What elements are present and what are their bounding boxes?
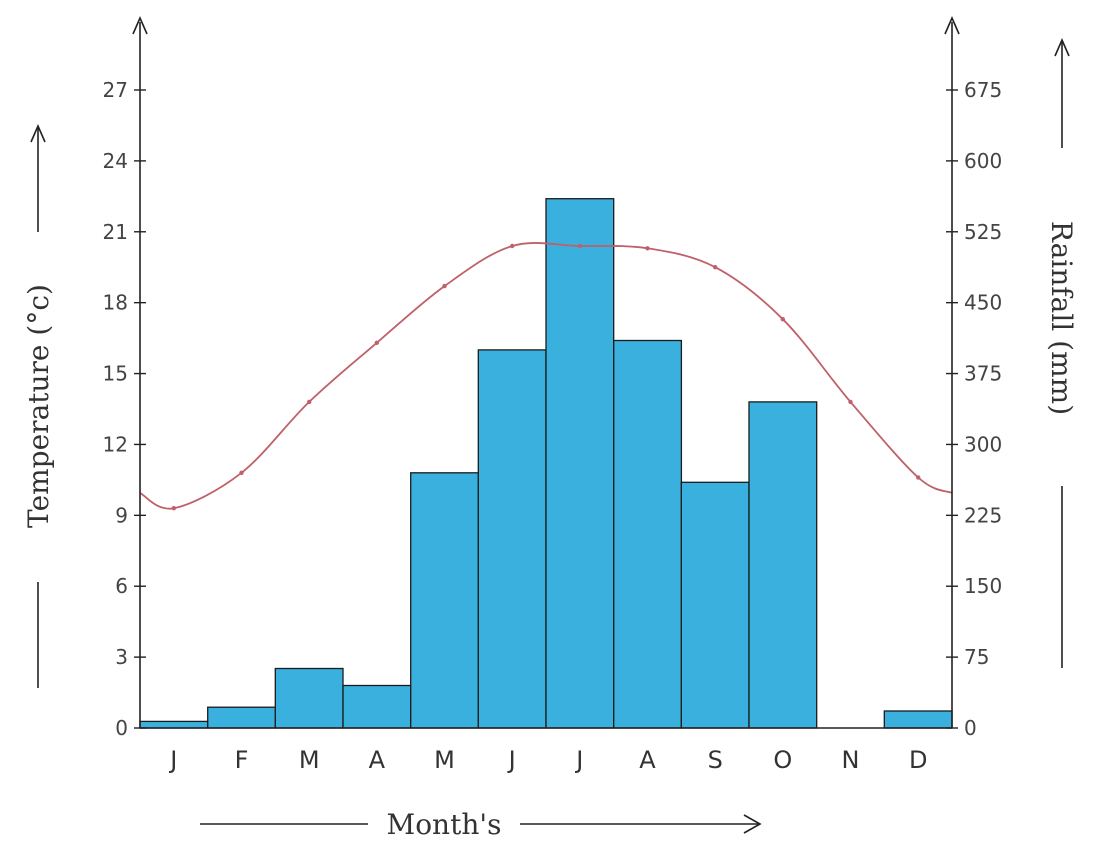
x-axis-title: Month's bbox=[387, 808, 502, 841]
temperature-line-group bbox=[139, 242, 953, 511]
right-tick-label: 525 bbox=[964, 220, 1002, 244]
month-label: J bbox=[168, 746, 177, 774]
temperature-point bbox=[848, 399, 853, 405]
left-tick-label: 0 bbox=[115, 716, 128, 740]
temperature-point bbox=[916, 475, 921, 480]
right-axis-arrow-icon bbox=[944, 16, 960, 35]
right-axis-title-group: Rainfall (mm) bbox=[1045, 38, 1078, 668]
month-label: J bbox=[507, 746, 516, 774]
left-tick-label: 9 bbox=[115, 503, 128, 527]
temperature-point bbox=[171, 506, 176, 511]
axes bbox=[132, 16, 960, 729]
left-tick-label: 24 bbox=[103, 149, 128, 173]
right-tick-label: 75 bbox=[964, 645, 989, 669]
right-tick-label: 225 bbox=[964, 503, 1002, 527]
left-tick-label: 3 bbox=[115, 645, 128, 669]
rainfall-bar bbox=[274, 667, 344, 729]
temperature-point bbox=[442, 283, 447, 289]
right-tick-label: 300 bbox=[964, 432, 1002, 456]
temperature-point bbox=[374, 340, 379, 345]
left-tick-label: 27 bbox=[103, 78, 128, 102]
right-axis-title: Rainfall (mm) bbox=[1045, 221, 1078, 415]
left-axis-title-group: Temperature (°c) bbox=[22, 124, 55, 688]
right-tick-label: 375 bbox=[964, 362, 1002, 386]
month-label: A bbox=[369, 746, 386, 774]
month-label: M bbox=[299, 746, 320, 774]
rainfall-bar bbox=[883, 710, 953, 729]
right-axis-ticks: 0 75 150 225 300 375 450 525 600 675 bbox=[946, 78, 1002, 740]
month-label: J bbox=[574, 746, 583, 774]
left-axis-title: Temperature (°c) bbox=[22, 284, 55, 528]
month-label: A bbox=[639, 746, 656, 774]
left-tick-label: 15 bbox=[103, 362, 128, 386]
temperature-point bbox=[307, 399, 312, 405]
month-label: F bbox=[235, 746, 249, 774]
right-title-arrow-icon bbox=[1054, 38, 1070, 57]
rainfall-bar bbox=[342, 684, 412, 729]
month-label: N bbox=[842, 746, 860, 774]
rainfall-bar bbox=[748, 401, 818, 729]
rainfall-bar bbox=[139, 720, 209, 729]
left-axis-ticks: 0 3 6 9 12 15 18 21 24 27 bbox=[103, 78, 146, 740]
left-tick-label: 21 bbox=[103, 220, 128, 244]
rainfall-bar bbox=[410, 472, 480, 729]
temperature-line bbox=[139, 242, 953, 510]
month-label: M bbox=[434, 746, 455, 774]
temperature-point bbox=[713, 265, 718, 270]
temperature-point bbox=[577, 243, 582, 249]
left-title-arrow-icon bbox=[30, 124, 46, 143]
right-tick-label: 675 bbox=[964, 78, 1002, 102]
left-tick-label: 6 bbox=[115, 574, 128, 598]
rainfall-bar bbox=[680, 481, 750, 729]
rainfall-bars bbox=[139, 198, 953, 729]
x-title-arrow-icon bbox=[743, 814, 762, 834]
right-tick-label: 0 bbox=[964, 716, 977, 740]
temperature-point bbox=[510, 243, 515, 249]
left-tick-label: 12 bbox=[103, 432, 128, 456]
temperature-point bbox=[780, 317, 785, 322]
month-label: D bbox=[909, 746, 927, 774]
rainfall-bar bbox=[207, 706, 277, 729]
rainfall-bar bbox=[477, 349, 547, 729]
right-tick-label: 600 bbox=[964, 149, 1002, 173]
month-label: S bbox=[708, 746, 723, 774]
left-axis-arrow-icon bbox=[132, 16, 148, 35]
month-label: O bbox=[773, 746, 792, 774]
rainfall-bar bbox=[545, 198, 615, 729]
left-tick-label: 18 bbox=[103, 291, 128, 315]
temperature-point bbox=[645, 246, 650, 251]
temperature-point bbox=[239, 470, 244, 475]
rainfall-bar bbox=[613, 339, 683, 729]
right-tick-label: 450 bbox=[964, 291, 1002, 315]
right-tick-label: 150 bbox=[964, 574, 1002, 598]
x-axis-title-group: Month's bbox=[200, 808, 762, 841]
